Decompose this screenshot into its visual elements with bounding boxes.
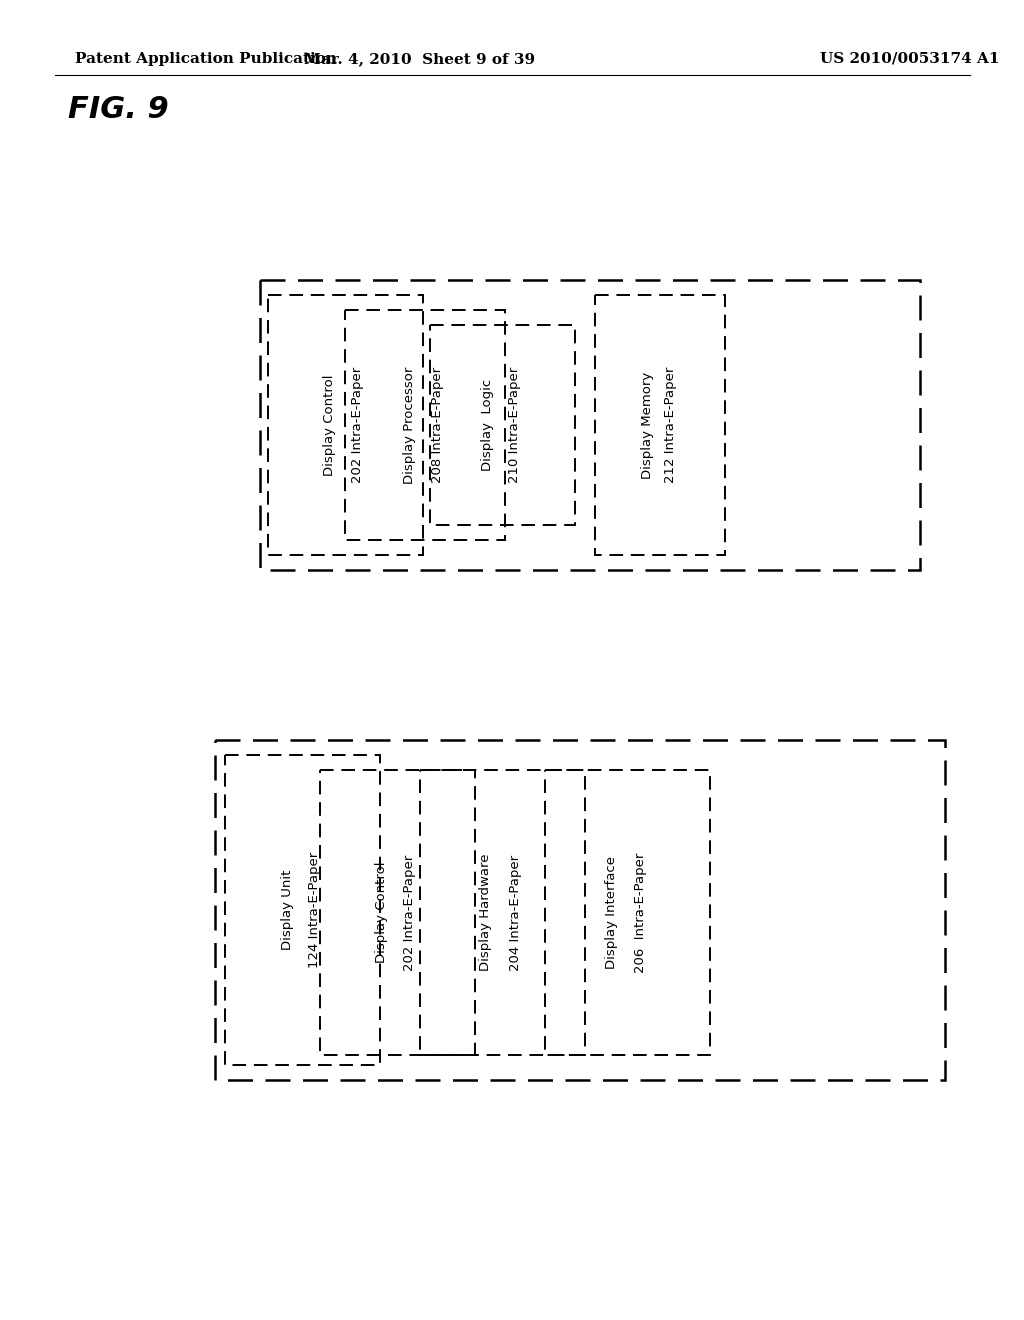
Text: Display Control: Display Control <box>324 375 337 475</box>
Text: 206  Intra-E-Paper: 206 Intra-E-Paper <box>634 853 647 973</box>
Text: Display Memory: Display Memory <box>640 371 653 479</box>
Text: US 2010/0053174 A1: US 2010/0053174 A1 <box>820 51 999 66</box>
Text: FIG. 9: FIG. 9 <box>68 95 169 124</box>
Text: Display  Logic: Display Logic <box>481 379 495 471</box>
Text: 208 Intra-E-Paper: 208 Intra-E-Paper <box>431 367 444 483</box>
Text: 202 Intra-E-Paper: 202 Intra-E-Paper <box>351 367 365 483</box>
Text: Display Processor: Display Processor <box>402 367 416 483</box>
Text: 124 Intra-E-Paper: 124 Intra-E-Paper <box>308 851 322 968</box>
Bar <box>595 294 725 554</box>
Text: Display Interface: Display Interface <box>604 855 617 969</box>
Bar <box>545 770 710 1055</box>
Bar <box>420 770 585 1055</box>
Text: Mar. 4, 2010  Sheet 9 of 39: Mar. 4, 2010 Sheet 9 of 39 <box>304 51 536 66</box>
Bar <box>319 770 475 1055</box>
Bar <box>345 310 505 540</box>
Text: Display Unit: Display Unit <box>281 870 294 950</box>
Bar <box>268 294 423 554</box>
Bar <box>225 755 380 1065</box>
Text: 202 Intra-E-Paper: 202 Intra-E-Paper <box>403 854 417 970</box>
Text: Display Control: Display Control <box>376 862 388 964</box>
Text: 212 Intra-E-Paper: 212 Intra-E-Paper <box>664 367 677 483</box>
Text: Display Hardware: Display Hardware <box>479 854 493 972</box>
Text: 210 Intra-E-Paper: 210 Intra-E-Paper <box>508 367 520 483</box>
Bar <box>260 280 920 570</box>
Bar <box>430 325 575 525</box>
Bar <box>215 741 945 1080</box>
Text: Patent Application Publication: Patent Application Publication <box>75 51 337 66</box>
Text: 204 Intra-E-Paper: 204 Intra-E-Paper <box>509 854 522 970</box>
